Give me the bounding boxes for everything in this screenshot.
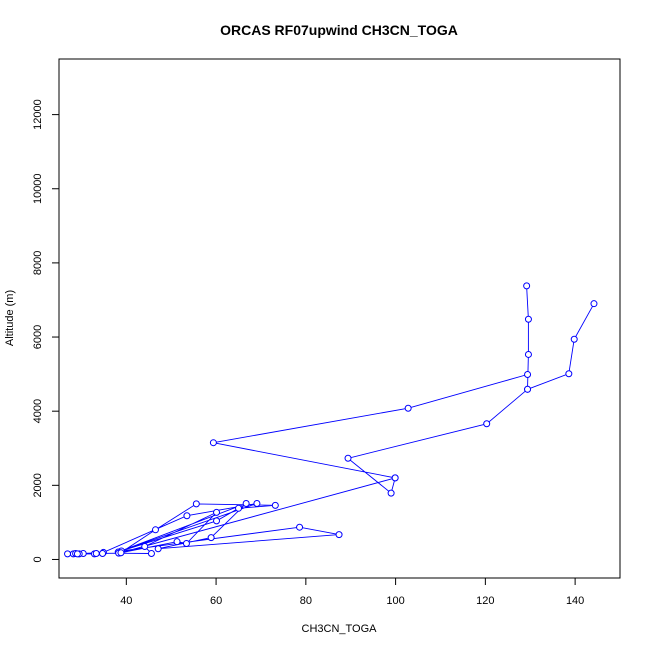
data-point bbox=[192, 500, 200, 508]
x-tick-label: 60 bbox=[210, 595, 222, 607]
x-tick-label: 120 bbox=[476, 595, 494, 607]
data-point bbox=[173, 538, 181, 546]
y-tick-label: 10000 bbox=[32, 173, 44, 204]
data-point bbox=[213, 517, 221, 525]
data-point bbox=[141, 542, 149, 550]
data-point bbox=[183, 512, 191, 520]
series-line bbox=[67, 477, 396, 555]
data-point bbox=[209, 439, 217, 447]
data-point bbox=[235, 504, 243, 512]
data-point bbox=[590, 300, 598, 308]
data-point bbox=[154, 545, 162, 553]
data-point bbox=[73, 550, 81, 558]
data-point bbox=[151, 526, 159, 534]
x-tick-label: 40 bbox=[120, 595, 132, 607]
data-point bbox=[524, 385, 532, 393]
x-axis-label: CH3CN_TOGA bbox=[302, 623, 378, 635]
data-point bbox=[296, 523, 304, 531]
y-axis: 0 2000 4000 6000 8000 10000 12000 bbox=[32, 99, 59, 563]
data-point bbox=[64, 550, 72, 558]
chart-title: ORCAS RF07upwind CH3CN_TOGA bbox=[220, 22, 458, 38]
data-point bbox=[335, 531, 343, 539]
y-tick-label: 8000 bbox=[32, 251, 44, 275]
data-series bbox=[209, 370, 532, 497]
data-point bbox=[242, 499, 250, 507]
data-point bbox=[344, 454, 352, 462]
x-tick-label: 80 bbox=[300, 595, 312, 607]
series-line bbox=[213, 374, 528, 494]
data-point bbox=[207, 534, 215, 542]
data-point bbox=[391, 474, 399, 482]
data-point bbox=[182, 540, 190, 548]
x-tick-label: 100 bbox=[386, 595, 404, 607]
data-point bbox=[99, 550, 107, 558]
data-series bbox=[64, 474, 399, 558]
data-point bbox=[523, 282, 531, 290]
data-point bbox=[404, 404, 412, 412]
y-tick-label: 0 bbox=[32, 556, 44, 562]
data-point bbox=[213, 508, 221, 516]
series-line bbox=[526, 285, 595, 390]
data-point bbox=[387, 489, 395, 497]
data-point bbox=[253, 499, 261, 507]
y-tick-label: 12000 bbox=[32, 99, 44, 130]
plot-frame bbox=[58, 58, 621, 579]
y-axis-label: Altitude (m) bbox=[4, 290, 16, 346]
data-point bbox=[271, 501, 279, 509]
data-point bbox=[524, 370, 532, 378]
y-tick-label: 2000 bbox=[32, 473, 44, 497]
data-point bbox=[524, 350, 532, 358]
data-point bbox=[524, 315, 532, 323]
data-series bbox=[523, 282, 598, 393]
data-point bbox=[147, 550, 155, 558]
data-point bbox=[92, 550, 100, 558]
x-axis: 40 60 80 100 120 140 bbox=[120, 578, 584, 607]
data-point bbox=[117, 549, 125, 557]
x-tick-label: 140 bbox=[566, 595, 584, 607]
y-tick-label: 4000 bbox=[32, 399, 44, 423]
data-point bbox=[570, 335, 578, 343]
data-point bbox=[565, 370, 573, 378]
data-point bbox=[483, 420, 491, 428]
series-layer bbox=[64, 282, 598, 558]
y-tick-label: 6000 bbox=[32, 325, 44, 349]
